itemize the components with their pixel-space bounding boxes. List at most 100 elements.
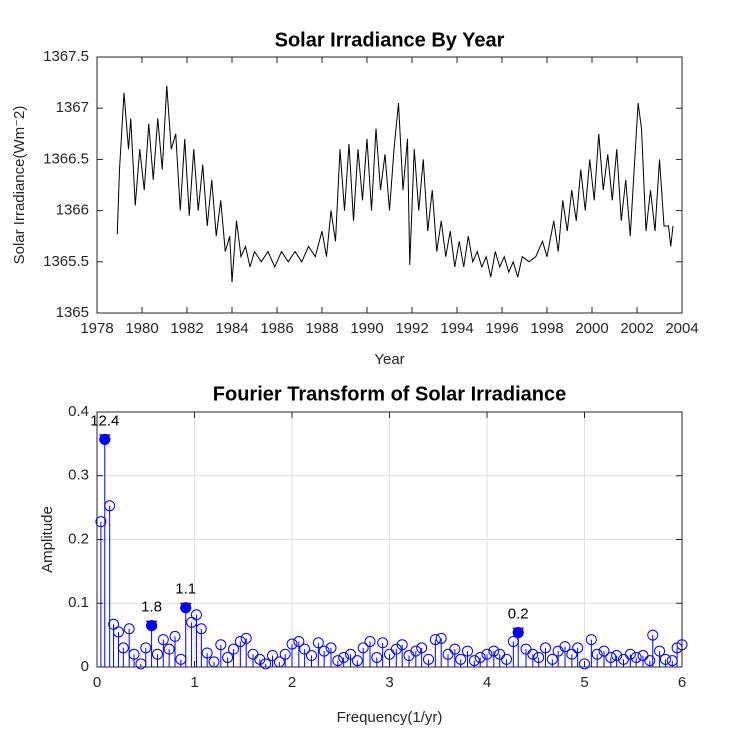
x-tick-label: 2000 bbox=[575, 320, 608, 337]
peak-pointer bbox=[512, 627, 525, 635]
stem-marker bbox=[279, 648, 291, 660]
peak-label: 1.8 bbox=[141, 599, 162, 616]
stem-marker bbox=[299, 643, 311, 655]
x-tick-label: 1990 bbox=[350, 320, 383, 337]
stem-marker bbox=[112, 626, 124, 638]
stem-marker bbox=[647, 629, 659, 641]
y-tick-label: 1365 bbox=[56, 304, 89, 321]
stem-marker bbox=[151, 648, 163, 660]
stem-marker bbox=[123, 623, 135, 635]
stem-marker bbox=[527, 648, 539, 660]
y-axis-label: Solar Irradiance(Wm⁻2) bbox=[11, 106, 28, 265]
stem-marker bbox=[325, 642, 337, 654]
x-tick-label: 3 bbox=[385, 674, 393, 691]
stem-marker bbox=[605, 651, 617, 663]
stem-marker bbox=[462, 645, 473, 657]
stem-marker bbox=[598, 645, 610, 657]
y-tick-label: 0 bbox=[81, 658, 89, 675]
stem-marker bbox=[157, 634, 169, 646]
stem-marker bbox=[371, 651, 383, 663]
x-tick-label: 1984 bbox=[215, 320, 248, 337]
y-tick-label: 1366.5 bbox=[43, 150, 89, 167]
peak-pointer bbox=[98, 434, 111, 442]
stem-marker bbox=[377, 637, 389, 649]
stem-marker bbox=[140, 642, 152, 654]
stem-marker bbox=[190, 609, 202, 621]
stem-marker bbox=[195, 623, 207, 635]
x-tick-label: 1998 bbox=[530, 320, 563, 337]
x-tick-label: 1992 bbox=[395, 320, 428, 337]
chart-title: Fourier Transform of Solar Irradiance bbox=[213, 383, 566, 405]
stem-marker bbox=[410, 645, 422, 657]
stem-marker bbox=[416, 642, 428, 654]
stem-marker bbox=[540, 642, 551, 654]
stem-marker bbox=[591, 648, 603, 660]
peak-pointer bbox=[145, 620, 158, 628]
y-axis-label: Amplitude bbox=[39, 506, 56, 573]
peak-pointer bbox=[179, 602, 192, 610]
chart-title: Solar Irradiance By Year bbox=[275, 29, 505, 51]
stem-marker bbox=[488, 645, 500, 657]
y-tick-label: 1366 bbox=[56, 202, 89, 219]
stem-marker bbox=[163, 643, 175, 655]
stem-marker bbox=[312, 637, 324, 649]
stem-marker bbox=[611, 650, 623, 662]
stem-marker bbox=[396, 639, 408, 651]
x-tick-label: 2004 bbox=[665, 320, 698, 337]
stem-marker bbox=[654, 645, 666, 657]
x-tick-label: 1994 bbox=[440, 320, 473, 337]
x-tick-label: 6 bbox=[678, 674, 686, 691]
plot-area bbox=[97, 57, 682, 313]
stem-marker bbox=[357, 642, 369, 654]
stem-marker bbox=[286, 638, 298, 650]
stem-marker bbox=[624, 648, 636, 660]
stem-marker bbox=[468, 655, 480, 667]
axes-box bbox=[96, 56, 683, 314]
stem-marker bbox=[351, 655, 363, 667]
peak-label: 1.1 bbox=[175, 581, 196, 598]
x-axis-label: Year bbox=[374, 351, 404, 368]
y-tick-label: 1365.5 bbox=[43, 253, 89, 270]
stem-marker bbox=[423, 653, 434, 665]
x-tick-label: 1996 bbox=[485, 320, 518, 337]
peak-label: 0.2 bbox=[508, 606, 529, 623]
stem-marker bbox=[566, 648, 578, 660]
stem-marker bbox=[306, 650, 317, 662]
stem-marker bbox=[128, 648, 140, 660]
stem-marker bbox=[630, 651, 642, 663]
stem-marker bbox=[474, 651, 486, 663]
stem-marker bbox=[455, 653, 467, 665]
stem-marker bbox=[449, 643, 461, 655]
y-tick-label: 0.3 bbox=[68, 467, 89, 484]
stem-marker bbox=[318, 645, 330, 657]
x-tick-label: 1982 bbox=[170, 320, 203, 337]
stem-marker bbox=[169, 630, 181, 642]
stem-marker bbox=[104, 500, 116, 512]
x-tick-label: 0 bbox=[93, 674, 101, 691]
stem-marker bbox=[533, 651, 545, 663]
stem-marker bbox=[481, 648, 493, 660]
data-line bbox=[116, 85, 674, 283]
x-tick-label: 4 bbox=[483, 674, 491, 691]
stem-marker bbox=[364, 636, 376, 647]
x-tick-label: 5 bbox=[580, 674, 588, 691]
stem-marker bbox=[559, 641, 571, 653]
x-tick-label: 1980 bbox=[125, 320, 158, 337]
stem-marker bbox=[345, 648, 356, 660]
stem-marker bbox=[108, 618, 120, 630]
x-axis-label: Frequency(1/yr) bbox=[337, 709, 443, 726]
stem-marker bbox=[644, 655, 656, 667]
stem-marker bbox=[435, 632, 447, 644]
y-tick-label: 1367 bbox=[56, 99, 89, 116]
x-tick-label: 1978 bbox=[80, 320, 113, 337]
stem-marker bbox=[659, 653, 671, 665]
stem-marker bbox=[338, 651, 350, 663]
stem-marker bbox=[267, 650, 278, 662]
stem-marker bbox=[95, 516, 107, 528]
x-tick-label: 1 bbox=[190, 674, 198, 691]
y-tick-label: 0.2 bbox=[68, 530, 89, 547]
stem-marker bbox=[228, 643, 239, 655]
stem-marker bbox=[579, 658, 590, 670]
stem-marker bbox=[117, 642, 129, 654]
